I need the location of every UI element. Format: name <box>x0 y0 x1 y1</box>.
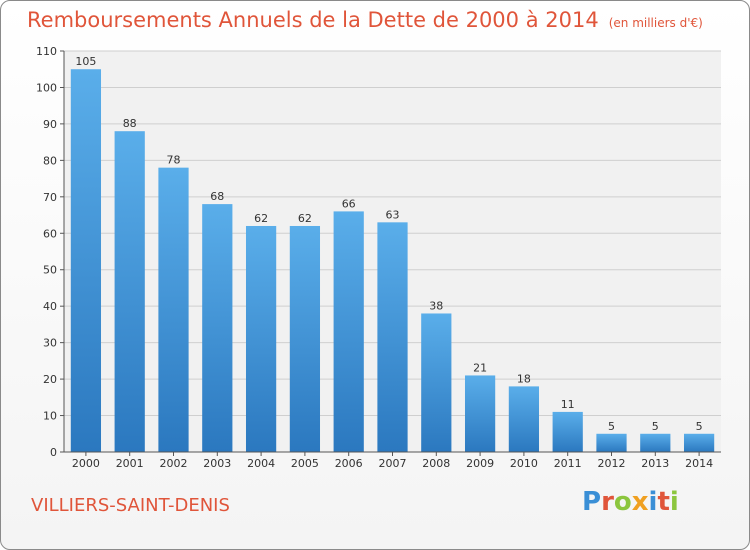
bar <box>683 433 715 452</box>
bar <box>289 225 321 452</box>
data-label: 62 <box>298 212 312 225</box>
x-tick-label: 2009 <box>466 457 494 470</box>
bar <box>245 225 277 452</box>
bar <box>464 375 496 452</box>
bar <box>202 204 233 452</box>
x-tick-label: 2005 <box>291 457 319 470</box>
chart-unit: (en milliers d'€) <box>608 16 703 30</box>
data-label: 11 <box>561 398 575 411</box>
bar <box>158 167 189 452</box>
y-tick-label: 0 <box>50 446 57 459</box>
bar <box>508 386 540 452</box>
x-tick-label: 2000 <box>72 457 100 470</box>
x-tick-label: 2008 <box>422 457 450 470</box>
y-tick-label: 70 <box>43 191 57 204</box>
x-tick-label: 2014 <box>685 457 713 470</box>
data-label: 78 <box>167 154 181 167</box>
data-label: 62 <box>254 212 268 225</box>
data-label: 5 <box>652 420 659 433</box>
data-label: 105 <box>75 55 96 68</box>
x-tick-label: 2004 <box>247 457 275 470</box>
y-tick-label: 90 <box>43 118 57 131</box>
data-label: 68 <box>210 190 224 203</box>
data-label: 88 <box>123 117 137 130</box>
logo-letter: t <box>657 487 670 517</box>
x-tick-label: 2007 <box>379 457 407 470</box>
bar <box>421 313 452 452</box>
logo-letter: i <box>648 487 658 517</box>
y-tick-label: 50 <box>43 264 57 277</box>
commune-name: VILLIERS-SAINT-DENIS <box>31 495 230 516</box>
bar <box>70 69 102 453</box>
x-tick-label: 2001 <box>116 457 144 470</box>
y-tick-label: 100 <box>36 81 57 94</box>
x-tick-label: 2010 <box>510 457 538 470</box>
logo-letter: o <box>613 487 632 517</box>
x-tick-label: 2011 <box>554 457 582 470</box>
data-label: 38 <box>429 299 443 312</box>
y-tick-label: 60 <box>43 227 57 240</box>
chart-title-text: Remboursements Annuels de la Dette de 20… <box>27 8 599 32</box>
chart-title: Remboursements Annuels de la Dette de 20… <box>27 8 703 32</box>
logo-letter: P <box>582 487 602 517</box>
logo-letter: x <box>631 487 649 517</box>
bar <box>333 211 364 452</box>
proxiti-logo: Proxiti <box>582 487 679 517</box>
x-tick-label: 2012 <box>598 457 626 470</box>
logo-letter: i <box>669 487 679 517</box>
bar <box>640 433 671 452</box>
bar <box>596 433 627 452</box>
bar <box>377 222 408 452</box>
y-tick-label: 10 <box>43 410 57 423</box>
data-label: 18 <box>517 372 531 385</box>
x-tick-label: 2006 <box>335 457 363 470</box>
x-tick-label: 2013 <box>641 457 669 470</box>
y-tick-label: 30 <box>43 337 57 350</box>
data-label: 5 <box>696 420 703 433</box>
data-label: 5 <box>608 420 615 433</box>
x-tick-label: 2003 <box>203 457 231 470</box>
y-tick-label: 20 <box>43 373 57 386</box>
y-tick-label: 80 <box>43 154 57 167</box>
data-label: 63 <box>386 208 400 221</box>
x-tick-label: 2002 <box>160 457 188 470</box>
data-label: 66 <box>342 197 356 210</box>
logo-letter: r <box>601 487 614 517</box>
bar <box>114 131 145 452</box>
y-tick-label: 110 <box>36 45 57 58</box>
data-label: 21 <box>473 361 487 374</box>
y-tick-label: 40 <box>43 300 57 313</box>
bar <box>552 411 583 452</box>
